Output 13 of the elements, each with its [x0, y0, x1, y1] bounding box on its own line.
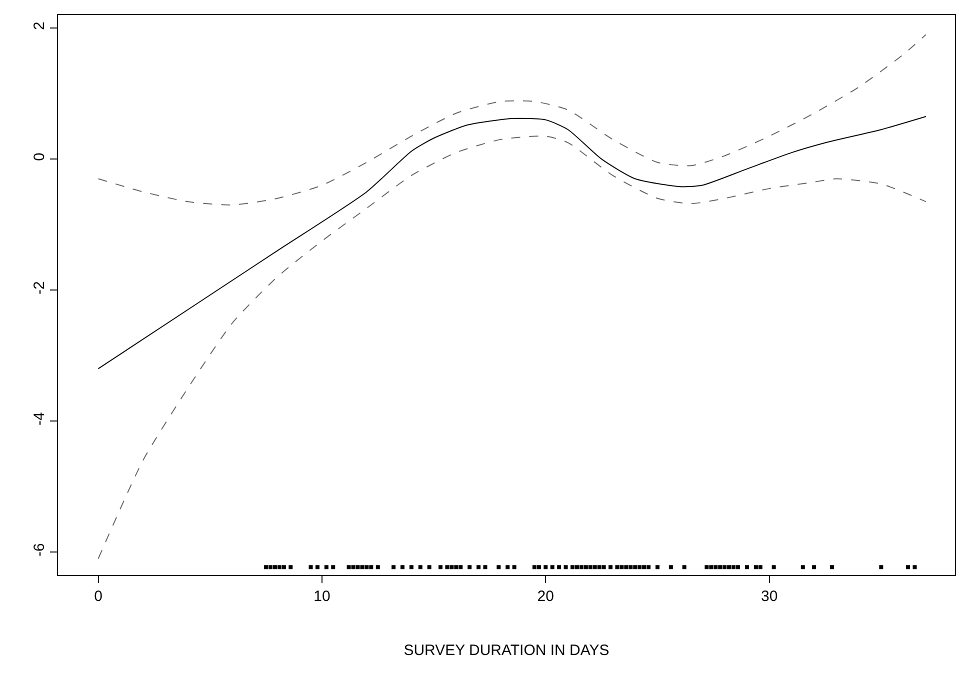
line-series: [98, 136, 926, 560]
line-series: [98, 34, 926, 206]
y-tick-label: 0: [31, 152, 48, 162]
x-tick-label: 10: [314, 588, 330, 605]
y-tick-label: -2: [31, 281, 48, 295]
x-tick-label: 20: [537, 588, 554, 605]
y-tick-label: -6: [31, 543, 48, 556]
y-tick-label: 2: [31, 22, 48, 30]
x-axis-title: SURVEY DURATION IN DAYS: [404, 642, 610, 659]
x-tick-label: 0: [94, 588, 102, 605]
y-tick-label: -4: [31, 412, 48, 426]
line-series: [98, 116, 926, 370]
x-tick-label: 30: [760, 588, 778, 605]
